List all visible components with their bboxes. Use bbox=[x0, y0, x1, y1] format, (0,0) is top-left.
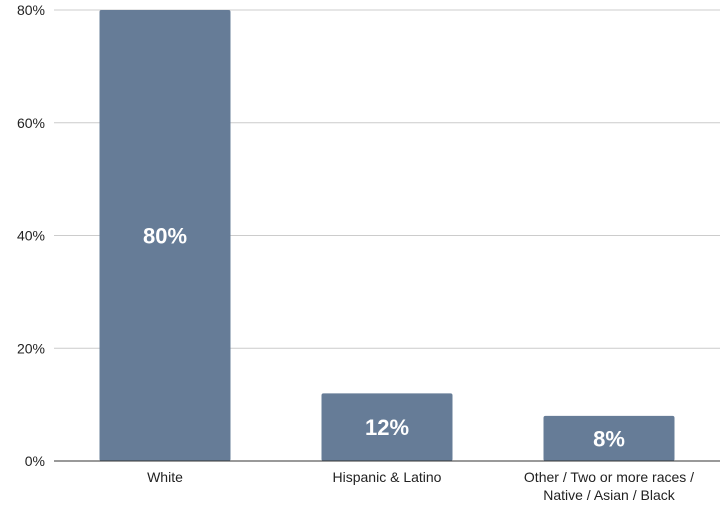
x-tick-label: Other / Two or more races / bbox=[524, 469, 694, 485]
x-tick-label: Native / Asian / Black bbox=[543, 487, 676, 503]
data-label: 12% bbox=[365, 415, 409, 440]
y-tick-label: 40% bbox=[17, 228, 45, 244]
bar bbox=[99, 10, 231, 461]
bar bbox=[543, 415, 675, 461]
data-label: 80% bbox=[143, 224, 187, 249]
y-tick-label: 80% bbox=[17, 2, 45, 18]
y-tick-label: 60% bbox=[17, 115, 45, 131]
data-label: 8% bbox=[593, 426, 625, 451]
bar bbox=[321, 393, 453, 461]
x-tick-label: Hispanic & Latino bbox=[333, 469, 442, 485]
y-tick-label: 0% bbox=[25, 453, 45, 469]
x-tick-label: White bbox=[147, 469, 183, 485]
y-tick-label: 20% bbox=[17, 340, 45, 356]
